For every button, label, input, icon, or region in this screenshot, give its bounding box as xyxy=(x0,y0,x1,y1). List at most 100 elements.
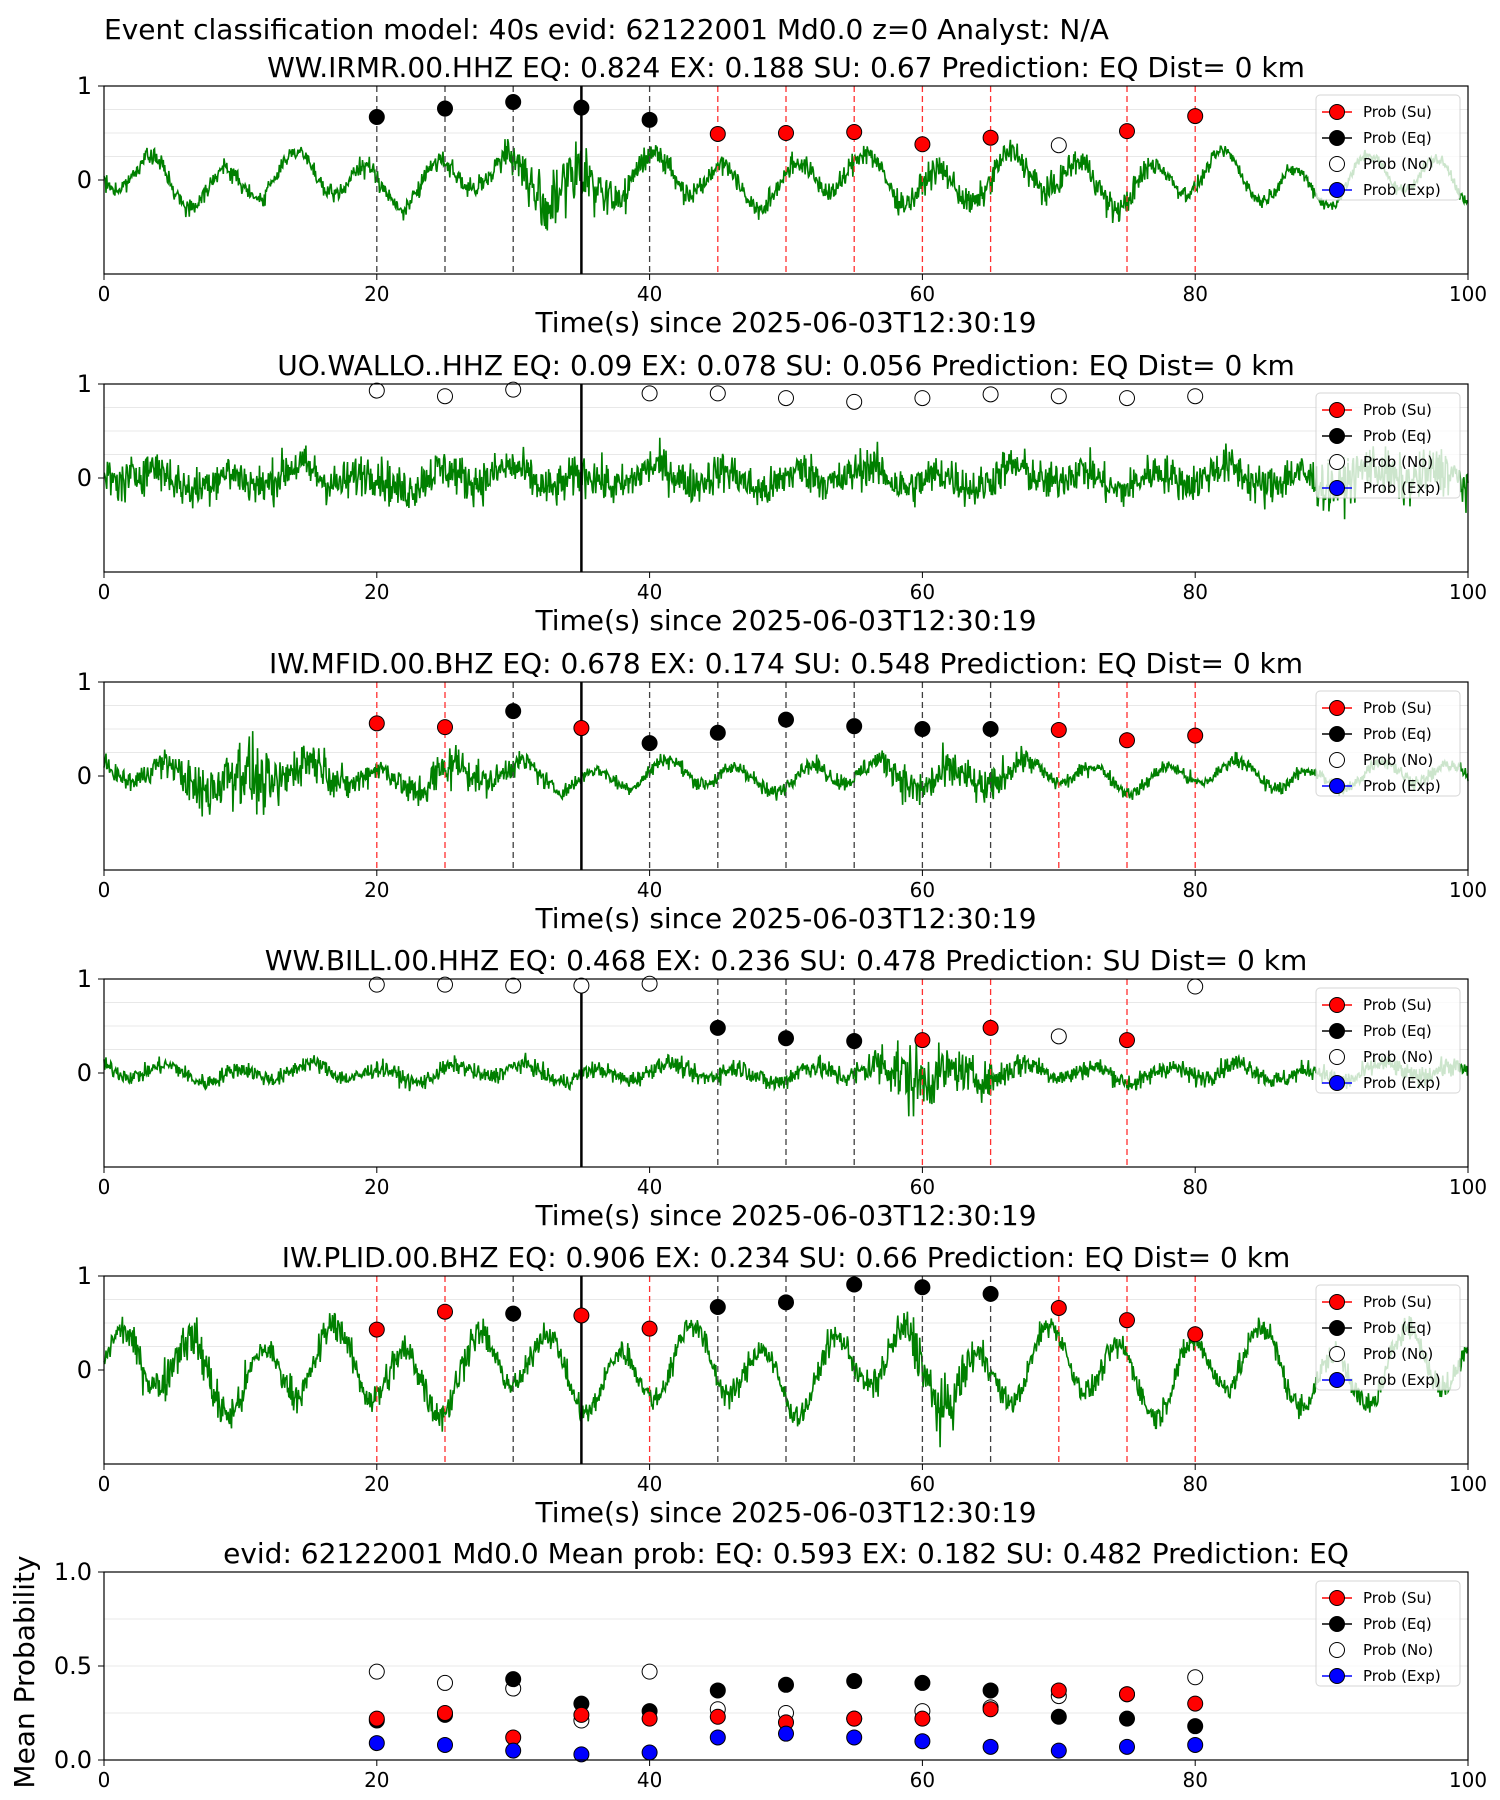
panel-title: IW.MFID.00.BHZ EQ: 0.678 EX: 0.174 SU: 0… xyxy=(269,647,1303,680)
mean-prob-point-eq xyxy=(846,1673,863,1690)
prob-point-su xyxy=(1050,721,1067,738)
legend-marker-exp xyxy=(1329,1668,1345,1684)
x-tick-label: 20 xyxy=(364,1768,389,1792)
panel-4: WW.BILL.00.HHZ EQ: 0.468 EX: 0.236 SU: 0… xyxy=(77,944,1487,1232)
legend-box xyxy=(1315,987,1461,1094)
panel-title: WW.BILL.00.HHZ EQ: 0.468 EX: 0.236 SU: 0… xyxy=(265,944,1307,977)
prob-point-su xyxy=(1119,732,1135,749)
prob-point-su xyxy=(778,125,794,141)
figure-title: Event classification model: 40s evid: 62… xyxy=(104,13,1109,46)
mean-prob-point-su xyxy=(368,1710,385,1727)
x-tick-label: 60 xyxy=(910,580,935,604)
x-tick-label: 100 xyxy=(1449,1472,1487,1496)
mean-prob-point-su xyxy=(846,1710,863,1727)
mean-prob-point-su xyxy=(641,1710,658,1727)
legend-marker-exp xyxy=(1329,480,1345,496)
prob-point-eq xyxy=(982,1285,999,1302)
prob-point-su xyxy=(1119,123,1135,140)
prob-point-eq xyxy=(778,1294,794,1311)
prob-point-eq xyxy=(914,1279,931,1296)
prob-point-no xyxy=(914,390,931,407)
prob-point-eq xyxy=(641,111,658,128)
prob-point-no xyxy=(641,385,658,402)
legend-marker-exp xyxy=(1329,1372,1345,1388)
legend-label-no: Prob (No) xyxy=(1363,155,1433,173)
prob-point-su xyxy=(641,1320,658,1337)
prob-point-su xyxy=(1050,1299,1067,1316)
x-tick-label: 100 xyxy=(1449,580,1487,604)
legend-label-eq: Prob (Eq) xyxy=(1363,1022,1432,1040)
legend-marker-eq xyxy=(1329,1616,1345,1632)
mean-prob-point-su xyxy=(1119,1686,1135,1703)
prob-point-eq xyxy=(846,1276,863,1293)
prob-point-eq xyxy=(505,703,522,720)
x-tick-label: 0 xyxy=(98,1175,111,1199)
prob-point-su xyxy=(982,1019,999,1036)
y-tick-label: 0 xyxy=(77,464,92,492)
x-tick-label: 0 xyxy=(98,580,111,604)
mean-prob-point-exp xyxy=(368,1735,385,1752)
y-tick-label: 1 xyxy=(77,965,92,993)
legend-marker-exp xyxy=(1329,778,1345,794)
mean-prob-point-no xyxy=(368,1663,385,1680)
prob-point-no xyxy=(1119,390,1135,407)
prob-point-no xyxy=(982,386,999,403)
prob-point-su xyxy=(914,1032,931,1049)
axes-frame xyxy=(103,383,1469,573)
legend-marker-eq xyxy=(1329,726,1345,742)
prob-point-su xyxy=(573,1307,590,1324)
axes-frame xyxy=(103,978,1469,1168)
prob-point-no xyxy=(1050,388,1067,405)
legend-label-su: Prob (Su) xyxy=(1363,699,1432,717)
x-tick-label: 20 xyxy=(364,1175,389,1199)
mean-prob-point-su xyxy=(1050,1682,1067,1699)
legend-marker-eq xyxy=(1329,1320,1345,1336)
mean-prob-point-eq xyxy=(505,1671,522,1688)
prob-point-su xyxy=(709,125,726,142)
legend-label-eq: Prob (Eq) xyxy=(1363,1319,1432,1337)
y-tick-label: 0 xyxy=(77,166,92,194)
mean-prob-point-exp xyxy=(573,1746,590,1763)
y-tick-label: 0 xyxy=(77,762,92,790)
prob-point-su xyxy=(437,719,453,736)
mean-prob-point-eq xyxy=(709,1682,726,1699)
y-tick-label: 1 xyxy=(77,668,92,696)
prob-point-no xyxy=(709,385,726,402)
legend-label-exp: Prob (Exp) xyxy=(1363,181,1441,199)
prob-point-eq xyxy=(709,1299,726,1316)
x-tick-label: 80 xyxy=(1182,1472,1207,1496)
prob-point-eq xyxy=(505,93,522,110)
legend-label-eq: Prob (Eq) xyxy=(1363,129,1432,147)
mean-prob-point-exp xyxy=(1119,1738,1135,1755)
mean-prob-point-no xyxy=(1187,1669,1204,1686)
x-tick-label: 20 xyxy=(364,878,389,902)
mean-prob-point-eq xyxy=(1050,1708,1067,1725)
prob-point-eq xyxy=(505,1305,522,1322)
prob-point-no xyxy=(368,976,385,993)
legend-label-eq: Prob (Eq) xyxy=(1363,1615,1432,1633)
legend-box xyxy=(1315,94,1461,201)
legend-marker-no xyxy=(1329,1642,1345,1658)
legend-label-exp: Prob (Exp) xyxy=(1363,1667,1441,1685)
prob-point-no xyxy=(505,977,522,994)
legend-label-no: Prob (No) xyxy=(1363,1345,1433,1363)
waveform-trace xyxy=(103,437,1469,520)
mean-prob-point-exp xyxy=(914,1733,931,1750)
x-tick-label: 60 xyxy=(910,1472,935,1496)
mean-prob-point-su xyxy=(573,1706,590,1723)
x-tick-label: 80 xyxy=(1182,878,1207,902)
y-tick-label: 1 xyxy=(77,72,92,100)
legend-marker-su xyxy=(1329,997,1345,1013)
legend-box xyxy=(1315,392,1461,499)
mean-prob-point-eq xyxy=(1119,1710,1135,1727)
x-tick-label: 40 xyxy=(637,1768,662,1792)
prob-point-eq xyxy=(778,711,794,728)
prob-point-su xyxy=(914,136,931,153)
legend-label-su: Prob (Su) xyxy=(1363,1589,1432,1607)
x-tick-label: 40 xyxy=(637,282,662,306)
prob-point-su xyxy=(368,1321,385,1338)
x-tick-label: 0 xyxy=(98,878,111,902)
mean-prob-point-exp xyxy=(846,1729,863,1746)
x-axis-label: Time(s) since 2025-06-03T12:30:19 xyxy=(534,1199,1036,1232)
y-tick-label: 0.5 xyxy=(54,1652,92,1680)
